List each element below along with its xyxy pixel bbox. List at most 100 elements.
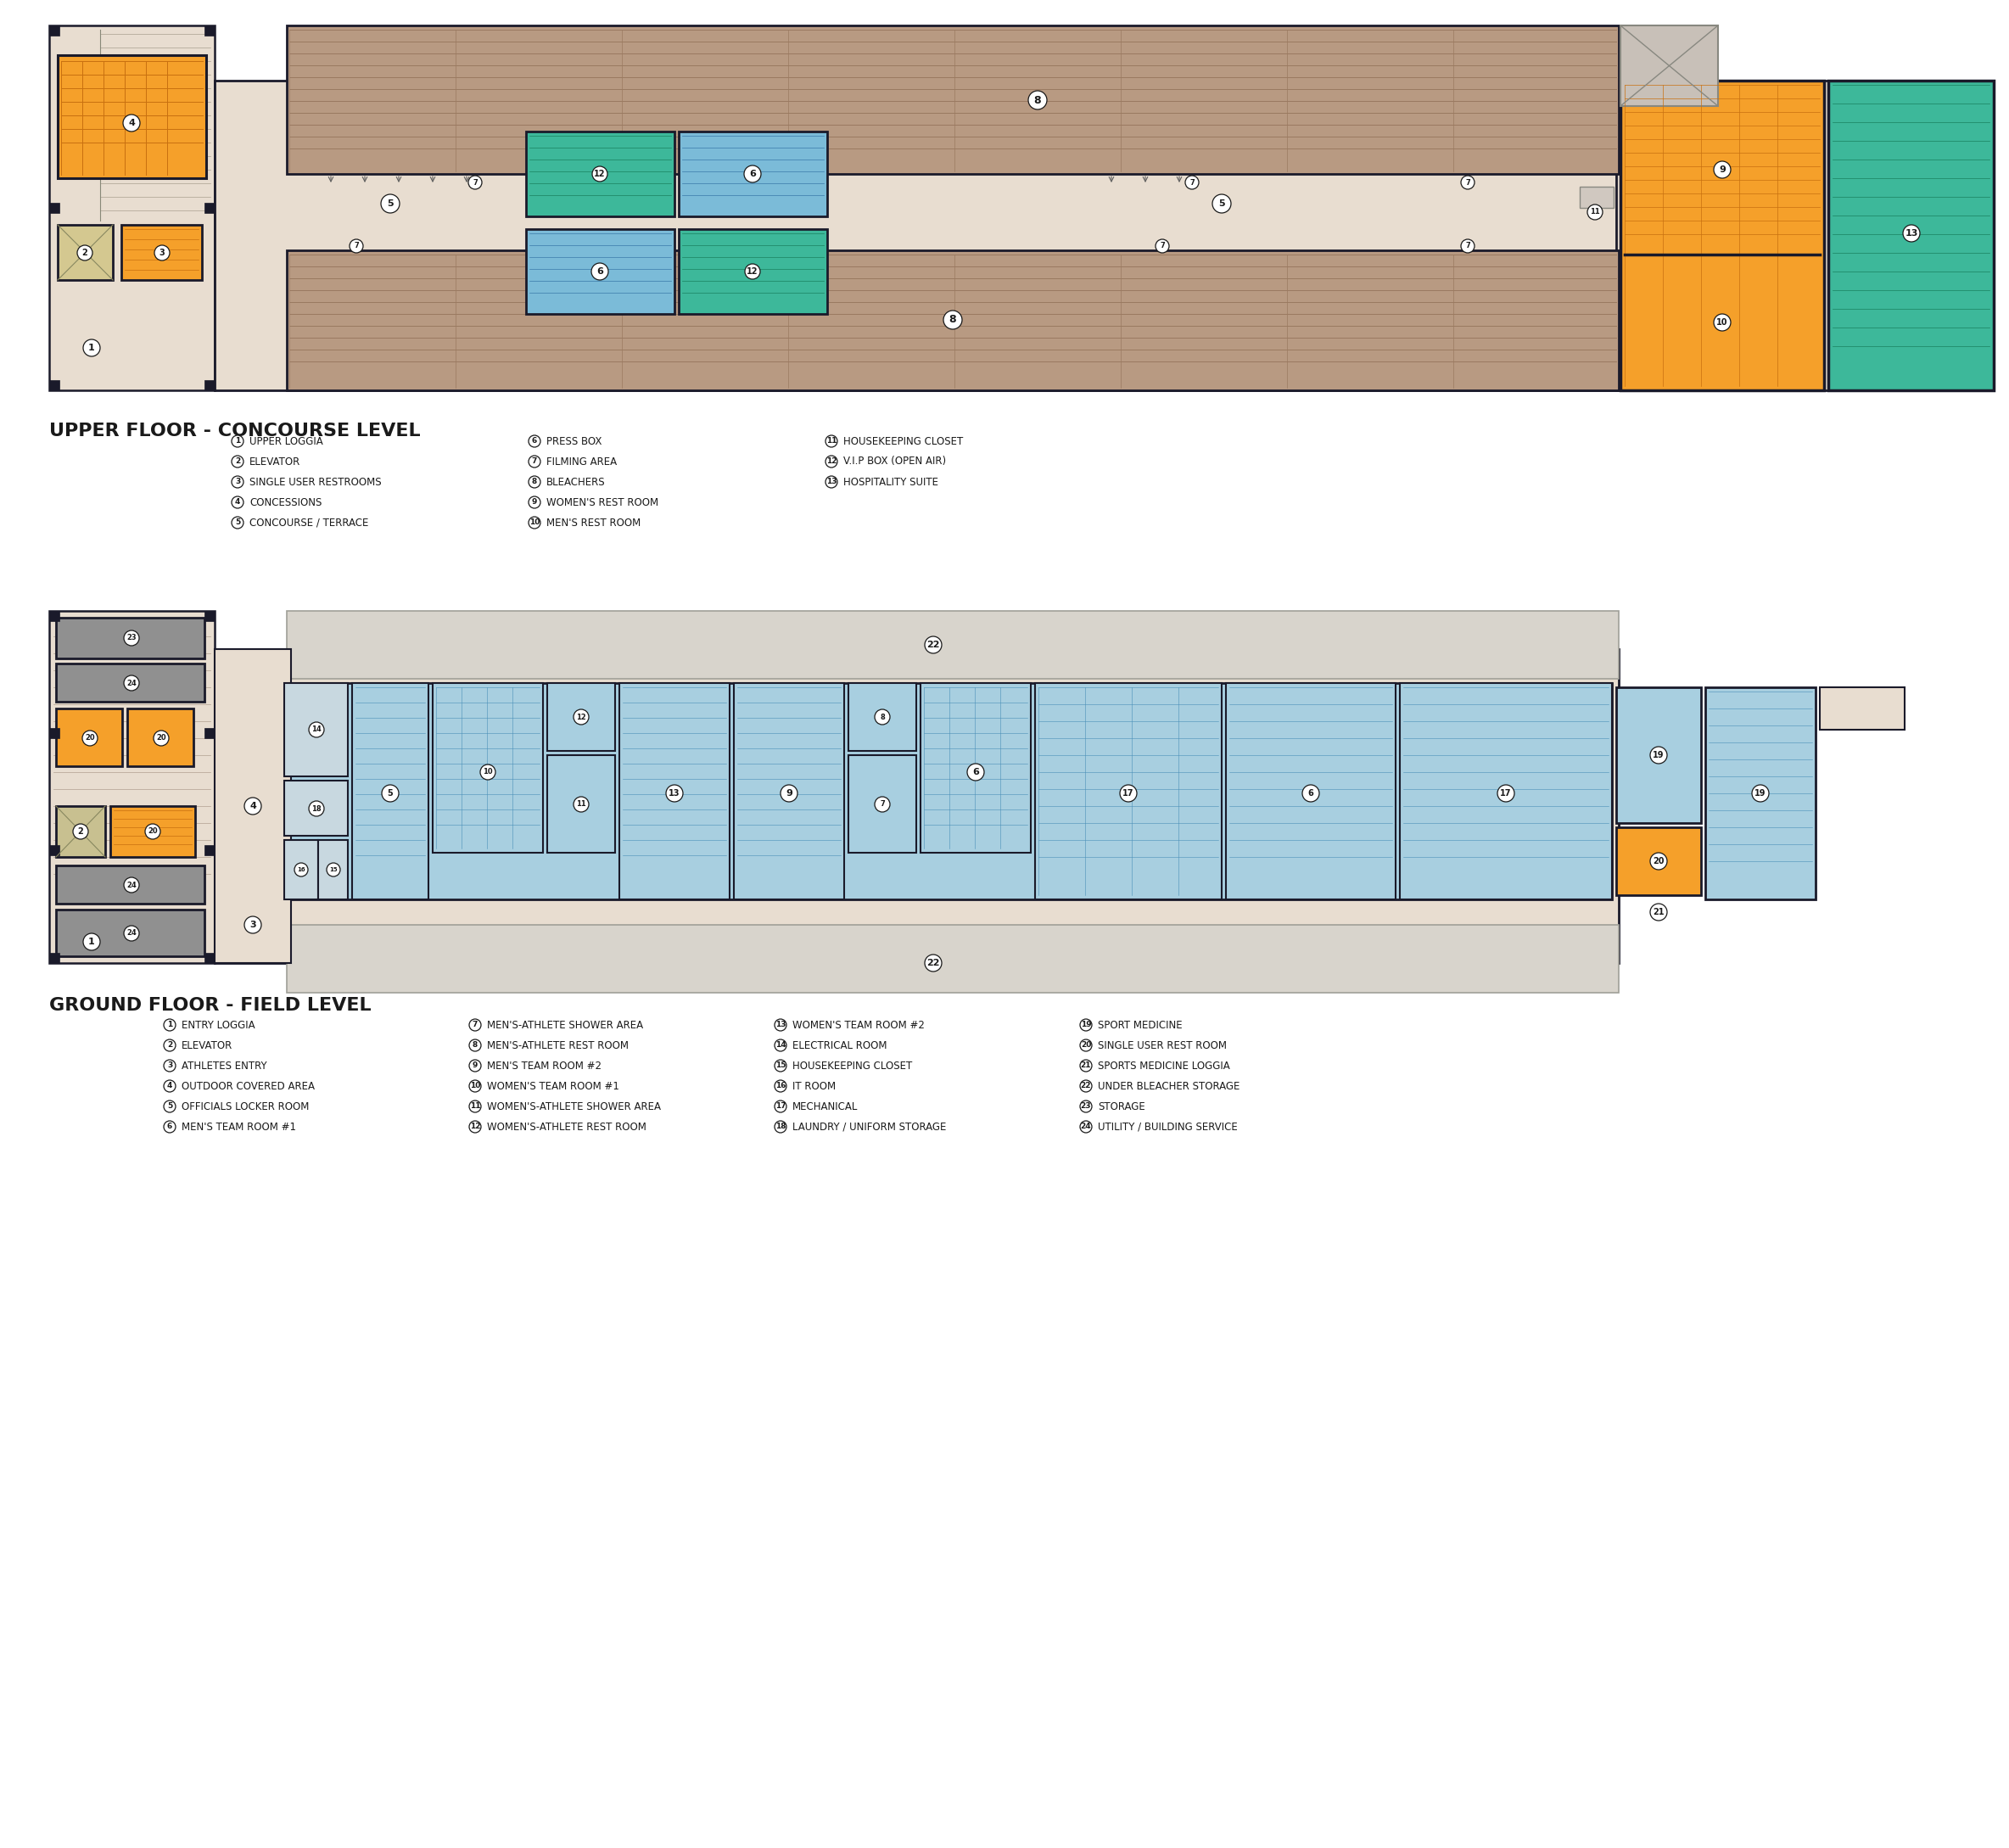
- Text: 12: 12: [470, 1124, 480, 1131]
- Bar: [619, 684, 729, 900]
- Text: CONCESSIONS: CONCESSIONS: [249, 497, 321, 508]
- Text: SINGLE USER REST ROOM: SINGLE USER REST ROOM: [1097, 1040, 1227, 1052]
- Circle shape: [944, 310, 962, 329]
- Circle shape: [1302, 785, 1320, 802]
- Circle shape: [82, 730, 98, 747]
- Bar: [1579, 187, 1613, 207]
- Text: 4: 4: [235, 499, 241, 506]
- Text: 22: 22: [926, 959, 940, 967]
- Text: 3: 3: [235, 479, 241, 486]
- Text: 3: 3: [249, 920, 255, 930]
- Circle shape: [1029, 91, 1047, 109]
- Text: 15: 15: [775, 1063, 786, 1070]
- Circle shape: [1752, 785, 1768, 802]
- Bar: [48, 26, 215, 390]
- Text: 9: 9: [472, 1063, 478, 1070]
- Circle shape: [125, 878, 139, 893]
- Bar: [1035, 684, 1221, 900]
- Text: MEN'S-ATHLETE SHOWER AREA: MEN'S-ATHLETE SHOWER AREA: [486, 1020, 643, 1031]
- Circle shape: [874, 796, 890, 811]
- Circle shape: [826, 456, 838, 468]
- Text: WOMEN'S REST ROOM: WOMEN'S REST ROOM: [546, 497, 659, 508]
- Bar: [205, 954, 215, 963]
- Circle shape: [528, 456, 540, 468]
- Circle shape: [874, 710, 890, 724]
- Circle shape: [470, 1079, 480, 1092]
- Text: ELECTRICAL ROOM: ELECTRICAL ROOM: [792, 1040, 888, 1052]
- Text: 7: 7: [354, 242, 360, 249]
- Bar: [1621, 81, 1824, 390]
- Text: HOUSEKEEPING CLOSET: HOUSEKEEPING CLOSET: [792, 1061, 912, 1072]
- Text: GROUND FLOOR - FIELD LEVEL: GROUND FLOOR - FIELD LEVEL: [48, 996, 372, 1015]
- Circle shape: [231, 517, 243, 529]
- Text: 17: 17: [1501, 789, 1511, 798]
- Text: 7: 7: [1189, 179, 1195, 187]
- Circle shape: [165, 1101, 175, 1112]
- Bar: [283, 780, 348, 835]
- Bar: [48, 845, 60, 856]
- Text: MEN'S TEAM ROOM #1: MEN'S TEAM ROOM #1: [181, 1122, 295, 1133]
- Text: 22: 22: [926, 641, 940, 649]
- Text: 24: 24: [1081, 1124, 1091, 1131]
- Bar: [48, 203, 60, 213]
- Circle shape: [826, 436, 838, 447]
- Text: 5: 5: [388, 200, 394, 207]
- Bar: [205, 612, 215, 621]
- Text: 17: 17: [1123, 789, 1135, 798]
- Text: ELEVATOR: ELEVATOR: [181, 1040, 233, 1052]
- Circle shape: [528, 517, 540, 529]
- Bar: [287, 26, 1619, 174]
- Text: BLEACHERS: BLEACHERS: [546, 477, 605, 488]
- Circle shape: [775, 1079, 786, 1092]
- Text: CONCOURSE / TERRACE: CONCOURSE / TERRACE: [249, 517, 368, 529]
- Circle shape: [327, 863, 340, 876]
- Circle shape: [1714, 161, 1730, 177]
- Circle shape: [245, 917, 261, 933]
- Bar: [110, 806, 195, 857]
- Text: 20: 20: [1081, 1042, 1091, 1050]
- Bar: [546, 756, 615, 852]
- Text: OFFICIALS LOCKER ROOM: OFFICIALS LOCKER ROOM: [181, 1101, 309, 1112]
- Text: 10: 10: [482, 769, 492, 776]
- Text: 19: 19: [1653, 750, 1663, 760]
- Text: 13: 13: [826, 479, 836, 486]
- Bar: [1400, 684, 1611, 900]
- Circle shape: [165, 1059, 175, 1072]
- Circle shape: [165, 1079, 175, 1092]
- Text: UPPER LOGGIA: UPPER LOGGIA: [249, 436, 323, 447]
- Circle shape: [1497, 785, 1515, 802]
- Text: WOMEN'S TEAM ROOM #2: WOMEN'S TEAM ROOM #2: [792, 1020, 924, 1031]
- Text: 10: 10: [528, 519, 540, 527]
- Text: SPORT MEDICINE: SPORT MEDICINE: [1097, 1020, 1183, 1031]
- Circle shape: [1081, 1018, 1091, 1031]
- Bar: [56, 909, 205, 955]
- Text: WOMEN'S TEAM ROOM #1: WOMEN'S TEAM ROOM #1: [486, 1081, 619, 1092]
- Text: 22: 22: [1081, 1083, 1091, 1090]
- Text: 11: 11: [1589, 209, 1599, 216]
- Text: 5: 5: [167, 1103, 173, 1111]
- Bar: [1820, 687, 1905, 730]
- Text: 24: 24: [127, 680, 137, 687]
- Bar: [920, 684, 1031, 852]
- Circle shape: [743, 166, 761, 183]
- Circle shape: [573, 710, 589, 724]
- Text: 19: 19: [1081, 1022, 1091, 1029]
- Text: 2: 2: [82, 249, 88, 257]
- Text: 17: 17: [775, 1103, 786, 1111]
- Text: MECHANICAL: MECHANICAL: [792, 1101, 858, 1112]
- Circle shape: [1081, 1101, 1091, 1112]
- Bar: [215, 81, 1619, 390]
- Text: 5: 5: [235, 519, 241, 527]
- Circle shape: [1081, 1122, 1091, 1133]
- Circle shape: [1211, 194, 1232, 213]
- Bar: [58, 225, 113, 281]
- Text: 9: 9: [786, 789, 792, 798]
- Circle shape: [924, 636, 942, 654]
- Text: 13: 13: [775, 1022, 786, 1029]
- Text: 7: 7: [1159, 242, 1165, 249]
- Text: HOUSEKEEPING CLOSET: HOUSEKEEPING CLOSET: [844, 436, 962, 447]
- Text: 2: 2: [78, 828, 84, 835]
- Circle shape: [1081, 1039, 1091, 1052]
- Bar: [283, 841, 317, 900]
- Text: 4: 4: [167, 1083, 173, 1090]
